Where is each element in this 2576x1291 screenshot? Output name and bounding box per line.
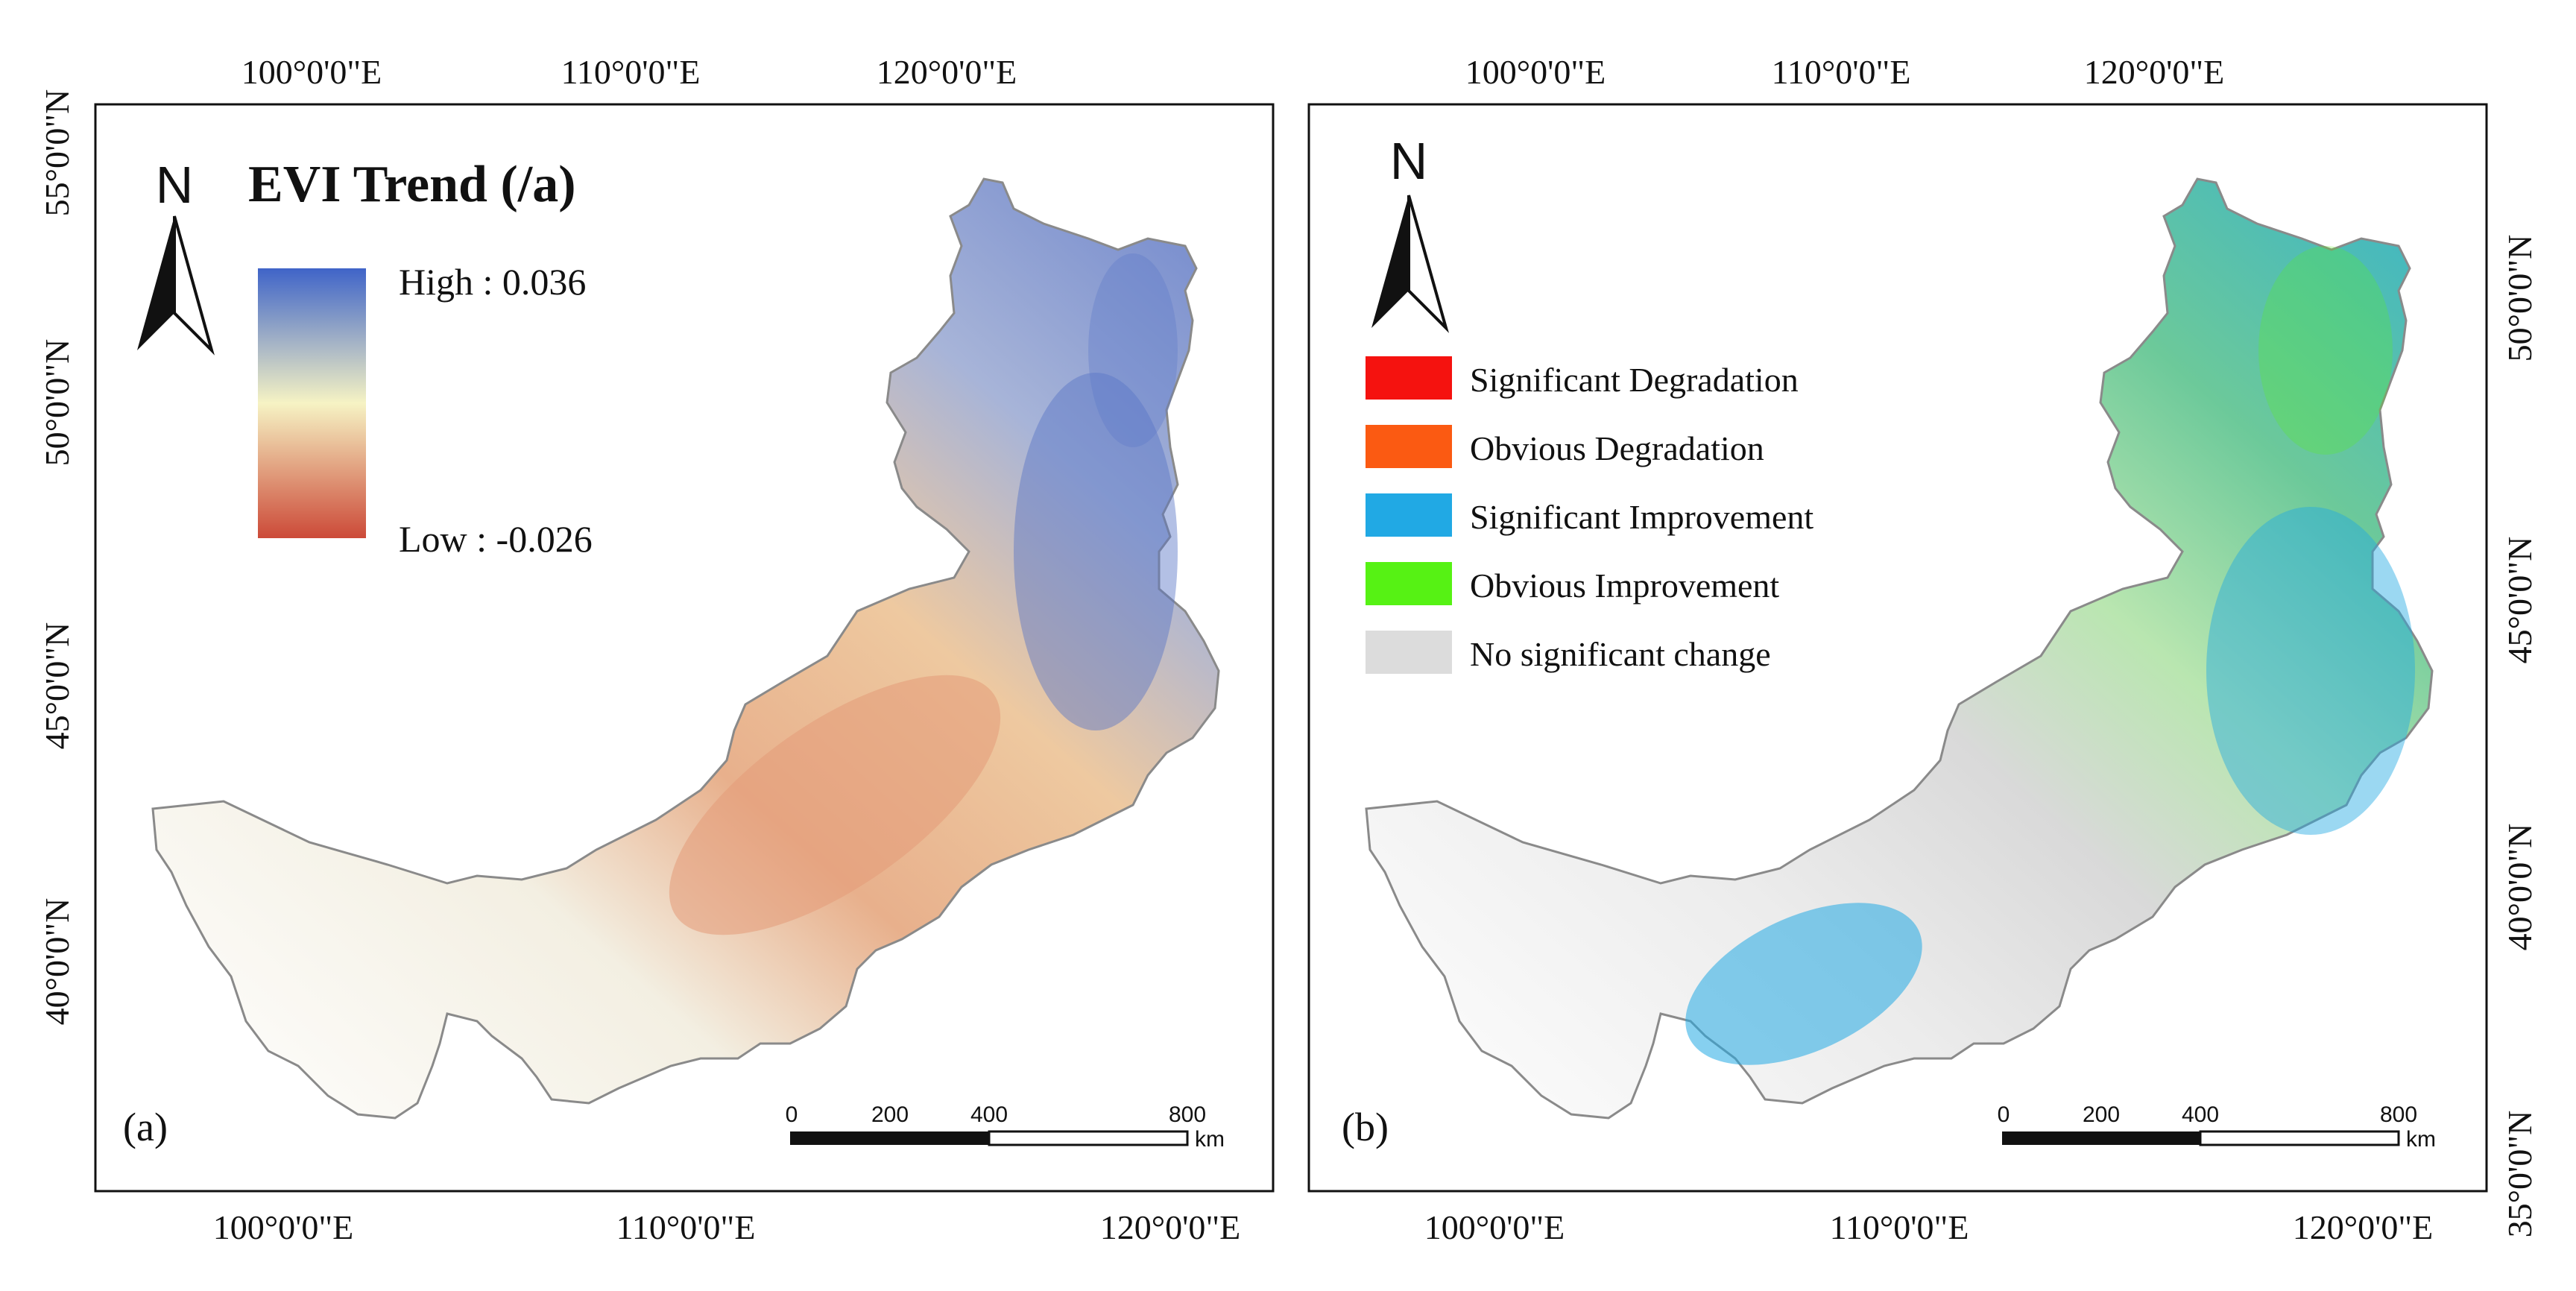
right-axis-labels-b: 50°0'0"N 45°0'0"N 40°0'0"N 35°0'0"N bbox=[2501, 235, 2539, 1238]
left-tick-40n: 40°0'0"N bbox=[38, 898, 76, 1026]
evi-low-patch bbox=[669, 675, 1001, 935]
legend-label-obvious-improvement: Obvious Improvement bbox=[1470, 566, 1779, 605]
legend-swatch-no-significant-change bbox=[1366, 631, 1452, 674]
legend-swatch-significant-improvement bbox=[1366, 493, 1452, 537]
scale-tick-400: 400 bbox=[970, 1102, 1008, 1127]
top-tick-120e: 120°0'0"E bbox=[877, 53, 1017, 91]
north-label: N bbox=[1390, 132, 1428, 190]
legend-label-significant-improvement: Significant Improvement bbox=[1470, 498, 1813, 536]
north-arrow-icon: N bbox=[1371, 132, 1449, 333]
evi-high-patch-north bbox=[1088, 253, 1178, 447]
evi-high-patch bbox=[1014, 373, 1178, 730]
scale-tick-0: 0 bbox=[1998, 1102, 2010, 1127]
legend-swatch-obvious-degradation bbox=[1366, 425, 1452, 468]
legend-label-significant-degradation: Significant Degradation bbox=[1470, 361, 1799, 399]
scale-unit: km bbox=[1195, 1127, 1225, 1152]
panel-b: 100°0'0"E 110°0'0"E 120°0'0"E 100°0'0"E … bbox=[1307, 53, 2539, 1246]
bottom-tick-100e: 100°0'0"E bbox=[213, 1208, 354, 1246]
scale-tick-200: 200 bbox=[871, 1102, 909, 1127]
bottom-tick-110e: 110°0'0"E bbox=[1830, 1208, 1969, 1246]
panel-a: 100°0'0"E 110°0'0"E 120°0'0"E 100°0'0"E … bbox=[38, 53, 1275, 1246]
right-tick-40n: 40°0'0"N bbox=[2501, 824, 2539, 951]
right-tick-45n: 45°0'0"N bbox=[2501, 537, 2539, 664]
legend-label-obvious-degradation: Obvious Degradation bbox=[1470, 429, 1764, 467]
legend-label-no-significant-change: No significant change bbox=[1470, 635, 1771, 673]
panel-label-a: (a) bbox=[123, 1105, 168, 1149]
bottom-tick-120e: 120°0'0"E bbox=[1100, 1208, 1241, 1246]
top-axis-labels-b: 100°0'0"E 110°0'0"E 120°0'0"E bbox=[1465, 53, 2225, 91]
scale-bar-a: 0 200 400 800 km bbox=[786, 1102, 1225, 1152]
right-tick-35n: 35°0'0"N bbox=[2501, 1111, 2539, 1238]
bottom-tick-110e: 110°0'0"E bbox=[616, 1208, 756, 1246]
green-patch-north bbox=[2258, 246, 2393, 455]
bottom-tick-120e: 120°0'0"E bbox=[2293, 1208, 2434, 1246]
improvement-patch-east bbox=[2206, 507, 2415, 835]
scale-tick-200: 200 bbox=[2083, 1102, 2120, 1127]
top-tick-110e: 110°0'0"E bbox=[1772, 53, 1911, 91]
scale-bar-b: 0 200 400 800 km bbox=[1998, 1102, 2436, 1152]
left-axis-labels-a: 55°0'0"N 50°0'0"N 45°0'0"N 40°0'0"N bbox=[38, 89, 76, 1026]
scale-tick-800: 800 bbox=[2380, 1102, 2417, 1127]
top-tick-120e: 120°0'0"E bbox=[2084, 53, 2225, 91]
top-axis-labels-a: 100°0'0"E 110°0'0"E 120°0'0"E bbox=[242, 53, 1017, 91]
change-legend: Significant Degradation Obvious Degradat… bbox=[1366, 356, 1813, 674]
top-tick-100e: 100°0'0"E bbox=[1465, 53, 1606, 91]
bottom-axis-labels-a: 100°0'0"E 110°0'0"E 120°0'0"E bbox=[213, 1208, 1241, 1246]
north-arrow-icon: N bbox=[137, 156, 215, 356]
left-tick-50n: 50°0'0"N bbox=[38, 339, 76, 467]
legend-low-label: Low : -0.026 bbox=[399, 518, 593, 560]
left-tick-55n: 55°0'0"N bbox=[38, 89, 76, 217]
bottom-axis-labels-b: 100°0'0"E 110°0'0"E 120°0'0"E bbox=[1424, 1208, 2434, 1246]
legend-swatch-obvious-improvement bbox=[1366, 562, 1452, 605]
left-tick-45n: 45°0'0"N bbox=[38, 622, 76, 750]
improvement-patch-southwest bbox=[1685, 903, 1922, 1065]
legend-color-ramp bbox=[258, 268, 366, 538]
legend-high-label: High : 0.036 bbox=[399, 261, 586, 303]
scale-tick-400: 400 bbox=[2182, 1102, 2219, 1127]
legend-swatch-significant-degradation bbox=[1366, 356, 1452, 400]
top-tick-100e: 100°0'0"E bbox=[242, 53, 382, 91]
scale-tick-0: 0 bbox=[786, 1102, 798, 1127]
north-label: N bbox=[156, 156, 194, 214]
scale-unit: km bbox=[2406, 1127, 2436, 1152]
right-tick-50n: 50°0'0"N bbox=[2501, 235, 2539, 362]
top-tick-110e: 110°0'0"E bbox=[561, 53, 701, 91]
scale-tick-800: 800 bbox=[1169, 1102, 1206, 1127]
evi-legend: EVI Trend (/a) High : 0.036 Low : -0.026 bbox=[248, 156, 593, 560]
bottom-tick-100e: 100°0'0"E bbox=[1424, 1208, 1565, 1246]
panel-label-b: (b) bbox=[1342, 1105, 1389, 1149]
legend-title: EVI Trend (/a) bbox=[248, 156, 576, 213]
